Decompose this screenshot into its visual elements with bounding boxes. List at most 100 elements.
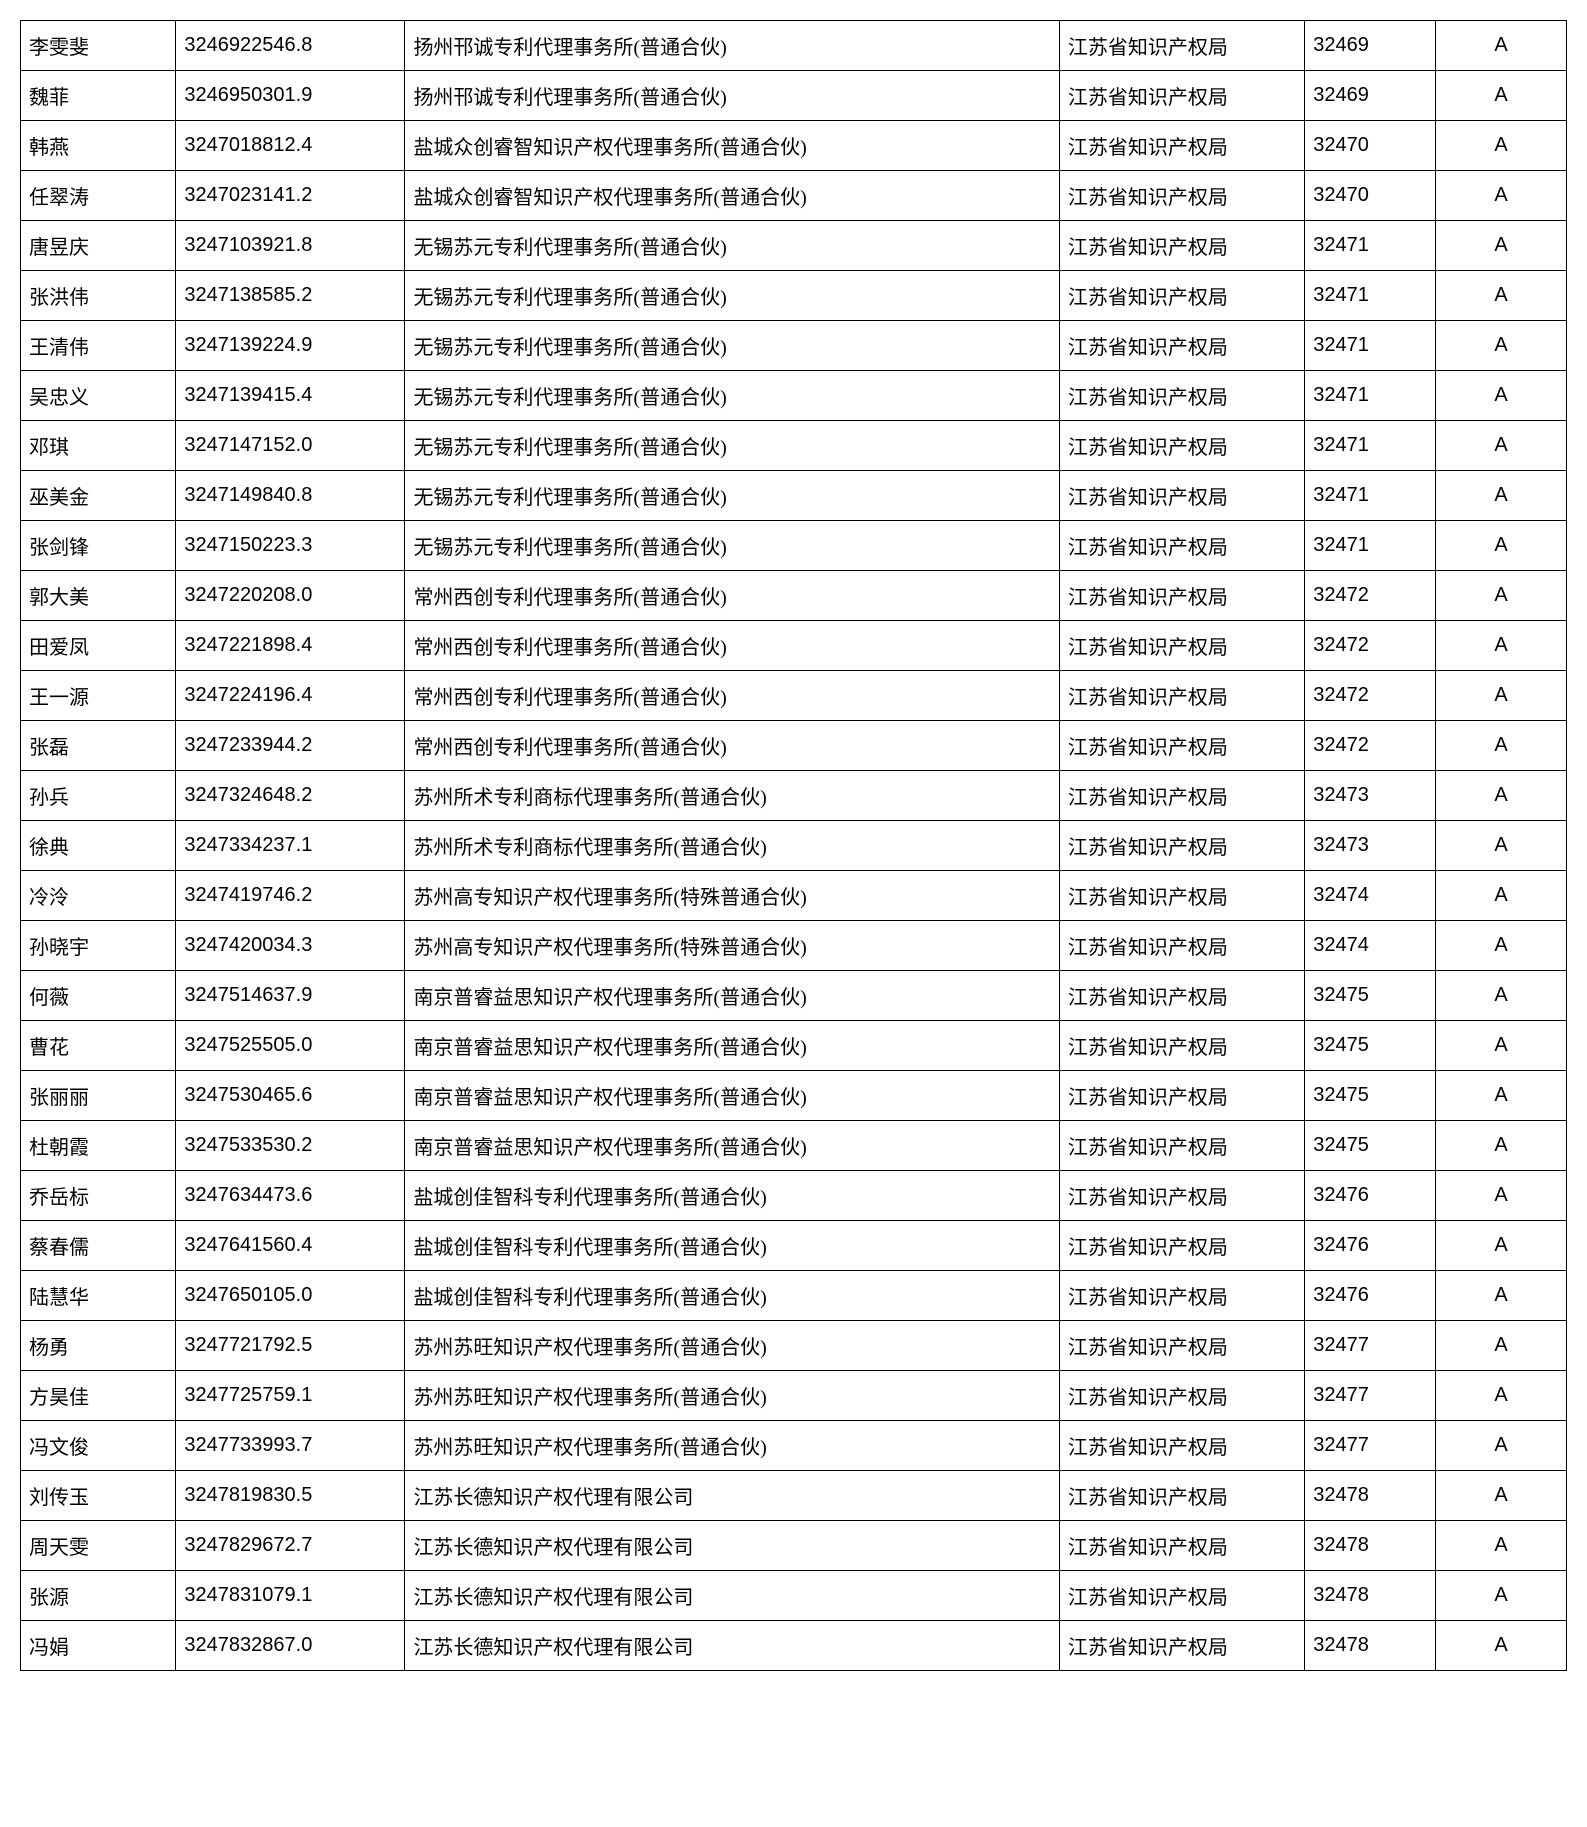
cell-name: 刘传玉 xyxy=(21,1471,176,1521)
cell-agency: 无锡苏元专利代理事务所(普通合伙) xyxy=(405,221,1059,271)
cell-name: 陆慧华 xyxy=(21,1271,176,1321)
cell-id: 3247819830.5 xyxy=(176,1471,405,1521)
table-row: 邓琪3247147152.0无锡苏元专利代理事务所(普通合伙)江苏省知识产权局3… xyxy=(21,421,1567,471)
cell-bureau: 江苏省知识产权局 xyxy=(1059,1471,1304,1521)
cell-id: 3247220208.0 xyxy=(176,571,405,621)
cell-code: 32475 xyxy=(1305,1021,1436,1071)
cell-code: 32478 xyxy=(1305,1621,1436,1671)
cell-name: 蔡春儒 xyxy=(21,1221,176,1271)
cell-id: 3247150223.3 xyxy=(176,521,405,571)
cell-grade: A xyxy=(1436,771,1567,821)
cell-grade: A xyxy=(1436,21,1567,71)
cell-bureau: 江苏省知识产权局 xyxy=(1059,71,1304,121)
cell-name: 张源 xyxy=(21,1571,176,1621)
cell-code: 32471 xyxy=(1305,321,1436,371)
cell-bureau: 江苏省知识产权局 xyxy=(1059,471,1304,521)
cell-name: 魏菲 xyxy=(21,71,176,121)
cell-agency: 苏州高专知识产权代理事务所(特殊普通合伙) xyxy=(405,871,1059,921)
table-row: 王一源3247224196.4常州西创专利代理事务所(普通合伙)江苏省知识产权局… xyxy=(21,671,1567,721)
table-row: 任翠涛3247023141.2盐城众创睿智知识产权代理事务所(普通合伙)江苏省知… xyxy=(21,171,1567,221)
table-row: 王清伟3247139224.9无锡苏元专利代理事务所(普通合伙)江苏省知识产权局… xyxy=(21,321,1567,371)
cell-id: 3247725759.1 xyxy=(176,1371,405,1421)
cell-name: 王清伟 xyxy=(21,321,176,371)
cell-name: 冯娟 xyxy=(21,1621,176,1671)
table-row: 曹花3247525505.0南京普睿益思知识产权代理事务所(普通合伙)江苏省知识… xyxy=(21,1021,1567,1071)
cell-id: 3247147152.0 xyxy=(176,421,405,471)
cell-code: 32477 xyxy=(1305,1321,1436,1371)
table-row: 方昊佳3247725759.1苏州苏旺知识产权代理事务所(普通合伙)江苏省知识产… xyxy=(21,1371,1567,1421)
cell-bureau: 江苏省知识产权局 xyxy=(1059,1271,1304,1321)
table-row: 徐典3247334237.1苏州所术专利商标代理事务所(普通合伙)江苏省知识产权… xyxy=(21,821,1567,871)
cell-id: 3247224196.4 xyxy=(176,671,405,721)
cell-grade: A xyxy=(1436,121,1567,171)
cell-bureau: 江苏省知识产权局 xyxy=(1059,1421,1304,1471)
cell-bureau: 江苏省知识产权局 xyxy=(1059,1121,1304,1171)
cell-id: 3247324648.2 xyxy=(176,771,405,821)
cell-id: 3247149840.8 xyxy=(176,471,405,521)
cell-name: 张丽丽 xyxy=(21,1071,176,1121)
cell-name: 徐典 xyxy=(21,821,176,871)
cell-agency: 常州西创专利代理事务所(普通合伙) xyxy=(405,721,1059,771)
cell-bureau: 江苏省知识产权局 xyxy=(1059,1371,1304,1421)
cell-grade: A xyxy=(1436,471,1567,521)
cell-name: 吴忠义 xyxy=(21,371,176,421)
cell-grade: A xyxy=(1436,821,1567,871)
cell-agency: 常州西创专利代理事务所(普通合伙) xyxy=(405,571,1059,621)
cell-agency: 南京普睿益思知识产权代理事务所(普通合伙) xyxy=(405,1021,1059,1071)
cell-name: 杨勇 xyxy=(21,1321,176,1371)
cell-bureau: 江苏省知识产权局 xyxy=(1059,121,1304,171)
cell-name: 冷泠 xyxy=(21,871,176,921)
cell-name: 邓琪 xyxy=(21,421,176,471)
cell-bureau: 江苏省知识产权局 xyxy=(1059,1021,1304,1071)
cell-bureau: 江苏省知识产权局 xyxy=(1059,371,1304,421)
cell-grade: A xyxy=(1436,971,1567,1021)
cell-id: 3247721792.5 xyxy=(176,1321,405,1371)
cell-bureau: 江苏省知识产权局 xyxy=(1059,1071,1304,1121)
cell-id: 3247650105.0 xyxy=(176,1271,405,1321)
cell-bureau: 江苏省知识产权局 xyxy=(1059,321,1304,371)
cell-bureau: 江苏省知识产权局 xyxy=(1059,1571,1304,1621)
cell-agency: 扬州邗诚专利代理事务所(普通合伙) xyxy=(405,21,1059,71)
cell-agency: 江苏长德知识产权代理有限公司 xyxy=(405,1571,1059,1621)
cell-code: 32471 xyxy=(1305,221,1436,271)
table-row: 孙晓宇3247420034.3苏州高专知识产权代理事务所(特殊普通合伙)江苏省知… xyxy=(21,921,1567,971)
cell-bureau: 江苏省知识产权局 xyxy=(1059,171,1304,221)
cell-code: 32471 xyxy=(1305,471,1436,521)
cell-grade: A xyxy=(1436,71,1567,121)
cell-code: 32477 xyxy=(1305,1421,1436,1471)
cell-agency: 无锡苏元专利代理事务所(普通合伙) xyxy=(405,321,1059,371)
cell-id: 3247420034.3 xyxy=(176,921,405,971)
table-body: 李雯斐3246922546.8扬州邗诚专利代理事务所(普通合伙)江苏省知识产权局… xyxy=(21,21,1567,1671)
cell-code: 32478 xyxy=(1305,1521,1436,1571)
cell-code: 32471 xyxy=(1305,521,1436,571)
cell-grade: A xyxy=(1436,221,1567,271)
cell-agency: 常州西创专利代理事务所(普通合伙) xyxy=(405,621,1059,671)
cell-grade: A xyxy=(1436,671,1567,721)
cell-code: 32478 xyxy=(1305,1571,1436,1621)
cell-grade: A xyxy=(1436,1471,1567,1521)
cell-agency: 盐城创佳智科专利代理事务所(普通合伙) xyxy=(405,1271,1059,1321)
cell-bureau: 江苏省知识产权局 xyxy=(1059,521,1304,571)
cell-id: 3247831079.1 xyxy=(176,1571,405,1621)
cell-id: 3247139224.9 xyxy=(176,321,405,371)
cell-code: 32478 xyxy=(1305,1471,1436,1521)
cell-grade: A xyxy=(1436,571,1567,621)
cell-grade: A xyxy=(1436,521,1567,571)
cell-agency: 无锡苏元专利代理事务所(普通合伙) xyxy=(405,271,1059,321)
cell-name: 何薇 xyxy=(21,971,176,1021)
cell-bureau: 江苏省知识产权局 xyxy=(1059,21,1304,71)
cell-grade: A xyxy=(1436,1121,1567,1171)
cell-name: 任翠涛 xyxy=(21,171,176,221)
cell-bureau: 江苏省知识产权局 xyxy=(1059,971,1304,1021)
table-row: 张源3247831079.1江苏长德知识产权代理有限公司江苏省知识产权局3247… xyxy=(21,1571,1567,1621)
table-row: 郭大美3247220208.0常州西创专利代理事务所(普通合伙)江苏省知识产权局… xyxy=(21,571,1567,621)
table-row: 巫美金3247149840.8无锡苏元专利代理事务所(普通合伙)江苏省知识产权局… xyxy=(21,471,1567,521)
cell-name: 冯文俊 xyxy=(21,1421,176,1471)
cell-name: 曹花 xyxy=(21,1021,176,1071)
cell-code: 32472 xyxy=(1305,671,1436,721)
cell-grade: A xyxy=(1436,1271,1567,1321)
cell-grade: A xyxy=(1436,1371,1567,1421)
table-row: 吴忠义3247139415.4无锡苏元专利代理事务所(普通合伙)江苏省知识产权局… xyxy=(21,371,1567,421)
cell-bureau: 江苏省知识产权局 xyxy=(1059,771,1304,821)
cell-id: 3247221898.4 xyxy=(176,621,405,671)
